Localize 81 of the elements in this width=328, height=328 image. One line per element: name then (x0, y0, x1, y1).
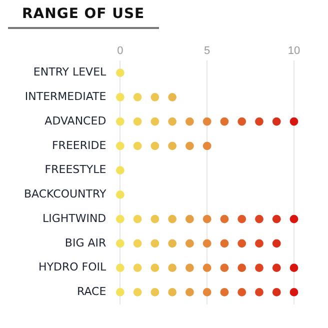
point (272, 264, 281, 272)
point (168, 117, 177, 126)
y-tick-label: BACKCOUNTRY (24, 188, 106, 201)
y-tick-label: RACE (76, 285, 106, 298)
point (238, 288, 246, 296)
point (116, 166, 124, 175)
point (150, 264, 160, 272)
y-tick-label: FREESTYLE (44, 163, 106, 176)
point (272, 239, 281, 248)
point (116, 190, 124, 199)
point (186, 117, 194, 126)
point (116, 214, 124, 224)
x-tick-label: 0 (117, 45, 124, 58)
point (150, 288, 160, 296)
point (272, 214, 281, 224)
point (238, 214, 246, 224)
point (168, 288, 177, 296)
point (133, 239, 142, 248)
chart-title: RANGE OF USE (8, 6, 159, 29)
point (133, 214, 142, 224)
point (202, 214, 212, 224)
point (238, 239, 246, 248)
x-tick-label: 10 (288, 45, 300, 58)
point (290, 288, 298, 296)
point (186, 239, 194, 248)
point (202, 239, 212, 248)
y-tick-label: HYDRO FOIL (38, 260, 108, 274)
point (186, 288, 194, 296)
point (116, 68, 124, 77)
point (150, 239, 160, 248)
point (255, 117, 264, 126)
x-tick-label: 5 (204, 45, 210, 58)
point (150, 214, 160, 224)
y-tick-label: BIG AIR (64, 236, 107, 250)
point (238, 264, 246, 272)
y-tick-label: ADVANCED (44, 114, 106, 128)
point (133, 264, 142, 272)
point (186, 142, 194, 150)
point (202, 142, 212, 150)
point (238, 117, 246, 126)
point (202, 264, 212, 272)
point (255, 264, 264, 272)
point (168, 142, 177, 150)
point (116, 288, 124, 296)
point (116, 264, 124, 272)
point (168, 92, 177, 102)
y-tick-label: ENTRY LEVEL (33, 66, 108, 79)
point (220, 214, 229, 224)
point (168, 239, 177, 248)
point (150, 117, 160, 126)
point (133, 92, 142, 102)
y-tick-label: LIGHTWIND (42, 212, 106, 225)
point (202, 288, 212, 296)
point (116, 117, 124, 126)
point (220, 239, 229, 248)
point (186, 264, 194, 272)
point (290, 117, 298, 126)
point (272, 288, 281, 296)
point (116, 142, 124, 150)
y-tick-label: FREERIDE (52, 138, 106, 152)
point (255, 288, 264, 296)
point (272, 117, 281, 126)
point (133, 117, 142, 126)
point (220, 264, 229, 272)
point (150, 92, 160, 102)
point (133, 288, 142, 296)
point (133, 142, 142, 150)
point (116, 92, 124, 102)
point (220, 288, 229, 296)
point (220, 117, 229, 126)
point (150, 142, 160, 150)
point (116, 239, 124, 248)
point (290, 214, 298, 224)
point (186, 214, 194, 224)
point (255, 239, 264, 248)
point (290, 264, 298, 272)
point (255, 214, 264, 224)
point (168, 214, 177, 224)
point (168, 264, 177, 272)
point (202, 117, 212, 126)
y-tick-label: INTERMEDIATE (24, 90, 106, 104)
